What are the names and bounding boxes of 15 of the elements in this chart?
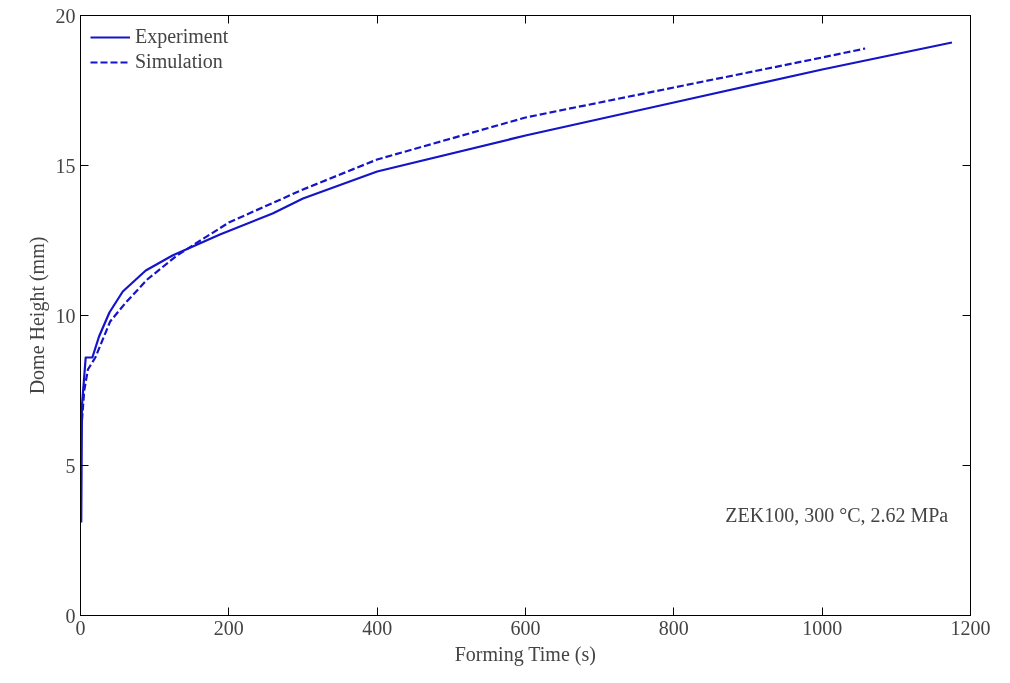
x-tick-label: 1200 [950,616,991,639]
legend-label: Simulation [135,50,223,73]
x-axis-title: Forming Time (s) [454,642,596,666]
y-axis-title: Dome Height (mm) [25,236,49,395]
x-tick-label: 200 [213,616,244,639]
x-tick-label: 800 [658,616,689,639]
x-tick-label: 1000 [802,616,843,639]
y-tick-label: 10 [55,304,76,327]
y-tick-label: 5 [65,454,76,477]
x-tick-label: 400 [362,616,393,639]
y-tick-label: 15 [55,154,76,177]
x-tick-label: 600 [510,616,541,639]
legend-label: Experiment [135,25,229,48]
annotation: ZEK100, 300 °C, 2.62 MPa [725,503,949,526]
y-tick-label: 20 [55,4,76,27]
